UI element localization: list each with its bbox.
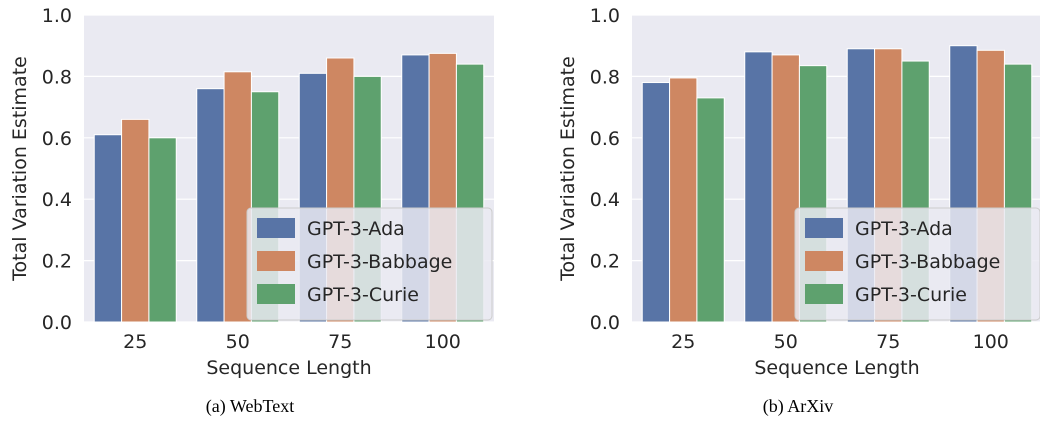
legend-swatch-gpt-3-ada: [805, 218, 843, 238]
bar-gpt-3-babbage-25: [121, 118, 150, 323]
legend-swatch-gpt-3-curie: [257, 284, 295, 304]
y-axis-label: Total Variation Estimate: [557, 56, 579, 282]
figure-caption: (b) ArXiv: [763, 396, 834, 417]
y-tick-label: 0.0: [42, 312, 72, 334]
legend-label: GPT-3-Babbage: [307, 251, 452, 273]
x-tick-label: 75: [876, 331, 900, 353]
chart-panel-1: 0.0 0.2 0.4 0.6 0.8 1.0 25 50 75 100 Sequence Leng…: [9, 5, 494, 417]
y-tick-label: 0.0: [590, 312, 620, 334]
legend-label: GPT-3-Ada: [855, 218, 953, 240]
legend-swatch-gpt-3-ada: [257, 218, 295, 238]
legend-label: GPT-3-Curie: [855, 284, 967, 306]
x-tick-label: 75: [328, 331, 352, 353]
figure-caption: (a) WebText: [206, 396, 294, 417]
x-tick-label: 50: [774, 331, 798, 353]
legend-label: GPT-3-Babbage: [855, 251, 1000, 273]
y-tick-label: 0.2: [42, 251, 72, 273]
bar-gpt-3-curie-25: [696, 97, 725, 323]
y-tick-label: 0.8: [42, 66, 72, 88]
y-tick-label: 0.4: [590, 189, 620, 211]
x-axis-label: Sequence Length: [754, 357, 919, 379]
legend: GPT-3-Ada GPT-3-Babbage GPT-3-Curie: [246, 207, 493, 321]
bar-gpt-3-ada-25: [641, 82, 671, 323]
bar-gpt-3-babbage-25: [669, 77, 698, 323]
x-tick-label: 100: [973, 331, 1009, 353]
legend-label: GPT-3-Curie: [307, 284, 419, 306]
y-tick-label: 1.0: [42, 5, 72, 27]
y-tick-label: 0.2: [590, 251, 620, 273]
x-tick-label: 100: [425, 331, 461, 353]
legend-swatch-gpt-3-curie: [805, 284, 843, 304]
bar-gpt-3-curie-25: [148, 137, 177, 323]
bar-gpt-3-ada-25: [93, 134, 123, 323]
x-tick-label: 25: [671, 331, 695, 353]
y-tick-label: 0.6: [42, 128, 72, 150]
legend-box: [794, 207, 1040, 321]
bar-gpt-3-ada-50: [196, 88, 225, 323]
x-tick-label: 50: [226, 331, 250, 353]
y-tick-label: 0.8: [590, 66, 620, 88]
legend-label: GPT-3-Ada: [307, 218, 405, 240]
chart-panel-2: 0.0 0.2 0.4 0.6 0.8 1.0 25 50 75 100 Sequence Leng…: [557, 5, 1040, 417]
x-tick-label: 25: [123, 331, 147, 353]
legend-box: [246, 207, 493, 321]
y-tick-label: 1.0: [590, 5, 620, 27]
y-tick-label: 0.4: [42, 189, 72, 211]
bar-gpt-3-ada-50: [744, 51, 773, 323]
y-tick-label: 0.6: [590, 128, 620, 150]
legend-swatch-gpt-3-babbage: [805, 251, 843, 271]
legend-swatch-gpt-3-babbage: [257, 251, 295, 271]
x-axis-label: Sequence Length: [206, 357, 371, 379]
y-axis-label: Total Variation Estimate: [9, 56, 31, 282]
legend: GPT-3-Ada GPT-3-Babbage GPT-3-Curie: [794, 207, 1040, 321]
